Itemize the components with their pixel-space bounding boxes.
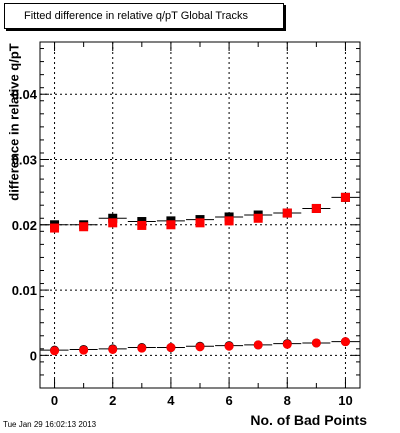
circle-marker [282,339,292,349]
x-tick-label: 0 [51,393,58,408]
circle-marker [166,343,176,353]
circle-marker [79,345,89,355]
square-marker [282,208,292,218]
circle-marker [340,337,350,347]
circle-marker [195,342,205,352]
plot-frame [39,41,361,389]
circle-marker [253,340,263,350]
square-marker [224,216,234,226]
x-tick-label: 8 [284,393,291,408]
square-marker [79,222,89,232]
square-marker [50,223,60,233]
square-marker [137,220,147,230]
circle-marker [311,338,321,348]
circle-marker [224,341,234,351]
square-marker [166,220,176,230]
y-tick-label: 0.04 [12,87,38,102]
y-tick-label: 0.03 [12,153,37,168]
square-marker [108,218,118,228]
tick-labels: 0 2 4 6 8 10 0 0.01 0.02 0.03 0.04 [12,87,353,408]
chart-title: Fitted difference in relative q/pT Globa… [24,10,248,22]
x-axis-label: No. of Bad Points [250,412,367,428]
square-marker [340,192,350,202]
y-axis-label: difference in relative q/pT [6,43,22,201]
x-tick-label: 2 [109,393,116,408]
y-tick-label: 0 [30,348,37,363]
data-markers [50,192,350,356]
x-tick-label: 6 [225,393,232,408]
title-box: Fitted difference in relative q/pT Globa… [4,3,284,29]
y-tick-label: 0.01 [12,283,37,298]
circle-marker [108,344,118,354]
x-tick-label: 10 [338,393,352,408]
square-marker [311,203,321,213]
circle-marker [50,346,60,356]
x-tick-label: 4 [167,393,175,408]
circle-marker [137,343,147,353]
timestamp: Tue Jan 29 16:02:13 2013 [3,420,97,429]
square-marker [195,218,205,228]
axis-ticks [40,42,360,389]
y-tick-label: 0.02 [12,218,37,233]
square-marker [253,213,263,223]
square-marker [108,213,118,223]
